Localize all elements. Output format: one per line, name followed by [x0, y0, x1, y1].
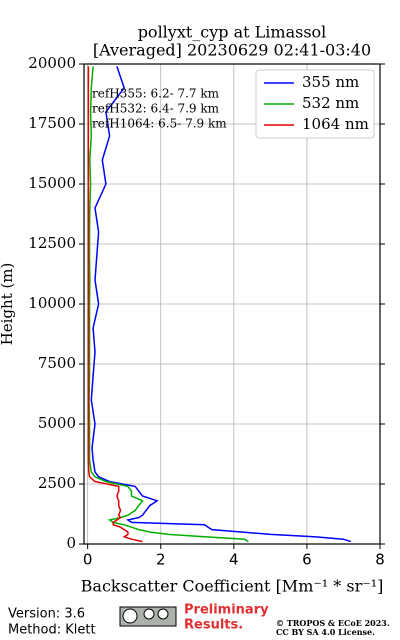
x-tick-label: 4 — [229, 551, 239, 569]
x-tick-label: 6 — [302, 551, 312, 569]
annotation: refH532: 6.4- 7.9 km — [92, 102, 220, 116]
legend-label: 1064 nm — [302, 115, 369, 133]
plot-frame — [83, 63, 381, 545]
legend-label: 532 nm — [302, 94, 359, 112]
copyright: CC BY SA 4.0 License. — [276, 627, 375, 637]
y-axis-label: Height (m) — [0, 263, 16, 346]
annotation: refH355: 6.2- 7.7 km — [92, 87, 220, 101]
legend-label: 355 nm — [302, 73, 359, 91]
y-tick-label: 10000 — [28, 294, 76, 312]
annotation-box — [88, 82, 236, 134]
y-tick-label: 17500 — [28, 114, 76, 132]
profile-line — [88, 66, 249, 543]
chart-title: pollyxt_cyp at Limassol — [138, 23, 327, 42]
x-axis-label: Backscatter Coefficient [Mm⁻¹ * sr⁻¹] — [81, 577, 384, 596]
preliminary: Results. — [184, 618, 243, 633]
y-tick-label: 20000 — [28, 54, 76, 72]
profile-line — [87, 66, 143, 543]
y-tick-label: 12500 — [28, 234, 76, 252]
license-logo — [119, 606, 177, 627]
chart-subtitle: [Averaged] 20230629 02:41-03:40 — [93, 41, 371, 60]
y-tick-label: 5000 — [38, 414, 76, 432]
annotation: refH1064: 6.5- 7.9 km — [92, 117, 227, 131]
x-tick-label: 8 — [375, 551, 385, 569]
copyright: © TROPOS & ECoE 2023. — [276, 618, 390, 628]
y-tick-label: 15000 — [28, 174, 76, 192]
y-tick-label: 7500 — [38, 354, 76, 372]
y-tick-label: 2500 — [38, 474, 76, 492]
y-tick-label: 0 — [66, 534, 76, 552]
x-tick-label: 0 — [83, 551, 93, 569]
version: Version: 3.6 — [8, 607, 85, 622]
profile-line — [90, 66, 352, 543]
x-tick-label: 2 — [156, 551, 166, 569]
preliminary: Preliminary — [184, 603, 269, 618]
method: Method: Klett — [8, 623, 96, 638]
legend-box — [255, 69, 375, 139]
